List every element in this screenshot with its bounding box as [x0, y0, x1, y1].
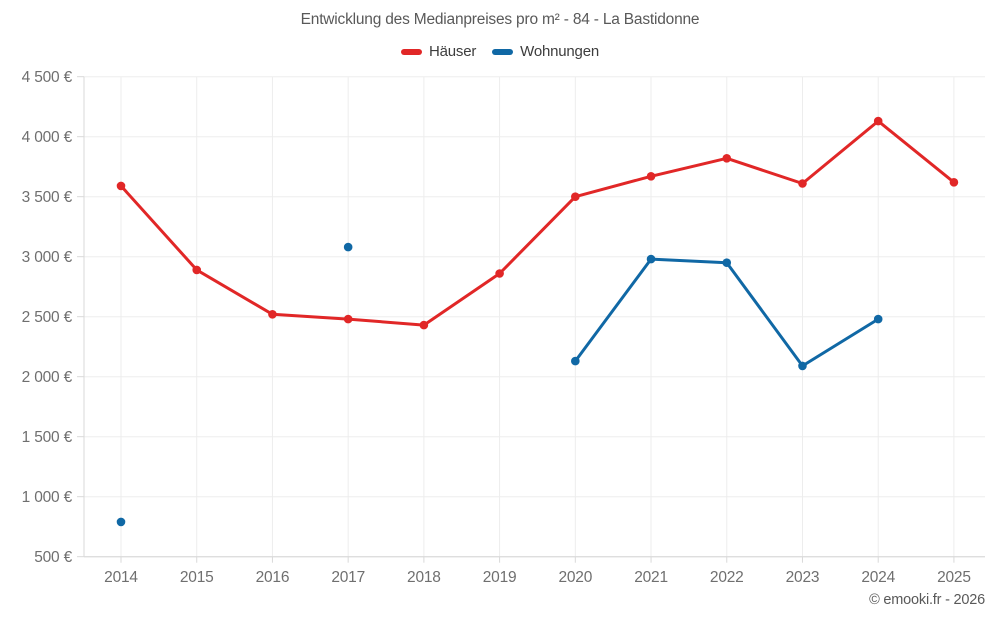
data-point-häuser-2019[interactable] [495, 269, 504, 278]
legend-item-hauser[interactable]: Häuser [401, 43, 476, 60]
data-point-wohnungen-2022[interactable] [722, 258, 732, 268]
y-tick-label: 3 500 € [22, 189, 73, 206]
data-point-häuser-2021[interactable] [646, 172, 656, 181]
data-point-häuser-2025[interactable] [949, 178, 959, 187]
y-tick-label: 3 000 € [22, 249, 73, 266]
y-tick-label: 2 500 € [22, 309, 73, 326]
data-point-wohnungen-2021[interactable] [646, 254, 656, 264]
x-tick-label: 2024 [861, 569, 895, 586]
legend-label-wohnungen: Wohnungen [520, 43, 599, 60]
x-tick-label: 2014 [104, 569, 138, 586]
data-point-wohnungen-2014[interactable] [116, 517, 126, 527]
y-tick-label: 500 € [34, 549, 72, 566]
data-point-häuser-2016[interactable] [268, 310, 277, 319]
chart-legend: Häuser Wohnungen [0, 43, 1000, 60]
data-point-häuser-2024[interactable] [873, 116, 883, 126]
legend-label-hauser: Häuser [429, 43, 477, 60]
y-tick-label: 4 500 € [22, 69, 73, 86]
x-tick-label: 2015 [180, 569, 214, 586]
y-tick-label: 2 000 € [22, 369, 73, 386]
chart-title: Entwicklung des Medianpreises pro m² - 8… [300, 11, 700, 28]
copyright-watermark: © emooki.fr - 2026 [869, 592, 985, 608]
x-tick-label: 2020 [558, 569, 592, 586]
x-tick-label: 2025 [937, 569, 971, 586]
y-tick-label: 1 000 € [22, 489, 73, 506]
x-tick-label: 2016 [256, 569, 290, 586]
legend-item-wohnungen[interactable]: Wohnungen [492, 43, 599, 60]
data-point-häuser-2022[interactable] [722, 154, 732, 163]
series-line-häuser [119, 119, 956, 327]
y-tick-label: 4 000 € [22, 129, 73, 146]
x-tick-label: 2019 [483, 569, 517, 586]
y-tick-label: 1 500 € [22, 429, 73, 446]
data-point-häuser-2017[interactable] [343, 314, 353, 324]
data-point-wohnungen-2020[interactable] [571, 356, 580, 366]
data-point-häuser-2018[interactable] [419, 320, 429, 330]
data-point-häuser-2023[interactable] [798, 179, 807, 188]
x-tick-label: 2022 [710, 569, 744, 586]
data-point-häuser-2015[interactable] [192, 265, 202, 275]
x-tick-label: 2017 [331, 569, 365, 586]
wohnungen-series-swatch-icon [492, 48, 514, 55]
data-point-wohnungen-2017[interactable] [343, 242, 353, 252]
hauser-series-swatch-icon [401, 48, 422, 55]
data-point-wohnungen-2023[interactable] [798, 361, 807, 371]
data-point-häuser-2014[interactable] [116, 181, 126, 191]
data-point-wohnungen-2024[interactable] [873, 314, 883, 324]
x-tick-label: 2023 [786, 569, 820, 586]
x-tick-label: 2021 [634, 569, 668, 586]
x-tick-label: 2018 [407, 569, 441, 586]
data-point-häuser-2020[interactable] [571, 192, 580, 201]
